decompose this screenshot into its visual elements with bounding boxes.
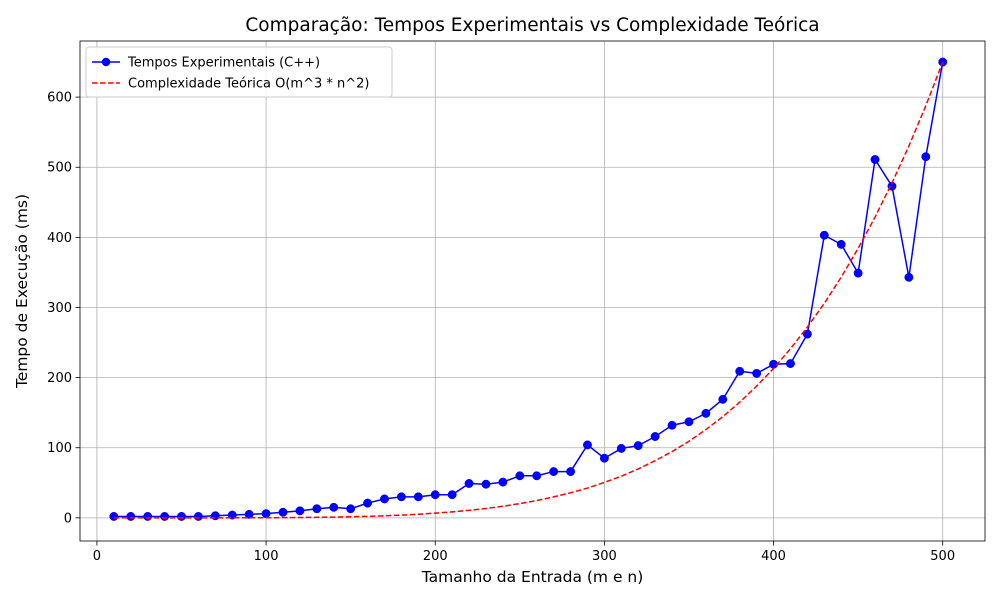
data-point — [836, 239, 846, 249]
data-point — [430, 490, 440, 500]
data-point — [244, 509, 254, 519]
series-line-2 — [113, 61, 944, 519]
data-point — [667, 420, 677, 430]
data-point — [904, 272, 914, 282]
y-tick-label: 200 — [47, 371, 72, 386]
data-point — [921, 152, 931, 162]
y-tick-label: 0 — [64, 511, 72, 526]
data-point — [786, 359, 795, 369]
y-tick-label: 100 — [47, 441, 72, 456]
legend-box — [85, 46, 393, 98]
data-point — [210, 511, 220, 521]
y-tick-label: 300 — [47, 301, 72, 316]
data-point — [701, 408, 711, 418]
data-point — [819, 230, 829, 240]
data-point — [718, 394, 728, 404]
data-point — [684, 417, 694, 427]
data-point — [870, 155, 880, 164]
data-point — [380, 494, 389, 504]
legend-marker-1 — [101, 57, 111, 67]
data-point — [616, 443, 626, 453]
x-tick-label: 500 — [930, 549, 955, 564]
data-point — [515, 471, 525, 481]
grid — [80, 41, 985, 541]
data-point — [566, 467, 576, 477]
plot-border — [79, 40, 986, 542]
data-point — [752, 368, 762, 378]
data-point — [498, 477, 508, 487]
data-point — [447, 490, 457, 500]
y-tick-label: 600 — [47, 91, 72, 106]
data-point — [650, 432, 660, 441]
x-tick-label: 400 — [761, 549, 786, 564]
x-tick-label: 200 — [423, 549, 448, 564]
data-point — [599, 453, 609, 463]
data-point — [193, 512, 203, 521]
data-point — [853, 268, 863, 278]
legend-label-1: Tempos Experimentais (C++) — [127, 56, 320, 71]
data-point — [261, 509, 271, 519]
data-point — [312, 504, 322, 514]
data-point — [329, 502, 339, 512]
y-axis-label: Tempo de Execução (ms) — [13, 194, 31, 389]
data-point — [532, 471, 542, 481]
x-axis-label: Tamanho da Entrada (m e n) — [421, 568, 644, 586]
plot-frame — [79, 40, 986, 542]
data-point — [126, 512, 136, 521]
data-point — [363, 498, 373, 508]
x-tick-label: 100 — [254, 549, 279, 564]
data-point — [464, 479, 474, 488]
data-point — [109, 512, 119, 521]
data-point — [413, 492, 423, 502]
plot-area — [80, 41, 985, 541]
data-point — [549, 467, 559, 477]
legend-label-2: Complexidade Teórica O(m^3 * n^2) — [128, 77, 370, 92]
data-point — [160, 512, 170, 521]
data-point — [633, 441, 643, 451]
x-tick-label: 300 — [592, 549, 617, 564]
chart-title: Comparação: Tempos Experimentais vs Comp… — [245, 15, 819, 36]
data-point — [346, 504, 356, 514]
y-tick-label: 500 — [47, 161, 72, 176]
data-point — [143, 512, 153, 521]
legend: Tempos Experimentais (C++) Complexidade T… — [85, 46, 393, 98]
data-point — [938, 57, 948, 67]
x-tick-label: 0 — [93, 549, 101, 564]
ticks: 0 100 200 300 400 500 0 100 200 300 400 500 600 — [47, 91, 955, 564]
y-tick-label: 400 — [47, 231, 72, 246]
data-point — [396, 492, 406, 502]
data-point — [295, 506, 305, 516]
data-point — [177, 512, 186, 521]
data-point — [802, 329, 812, 339]
series-layer — [109, 57, 948, 521]
data-point — [481, 479, 491, 489]
data-point — [583, 440, 592, 450]
data-point — [735, 366, 745, 376]
data-point — [278, 507, 288, 517]
